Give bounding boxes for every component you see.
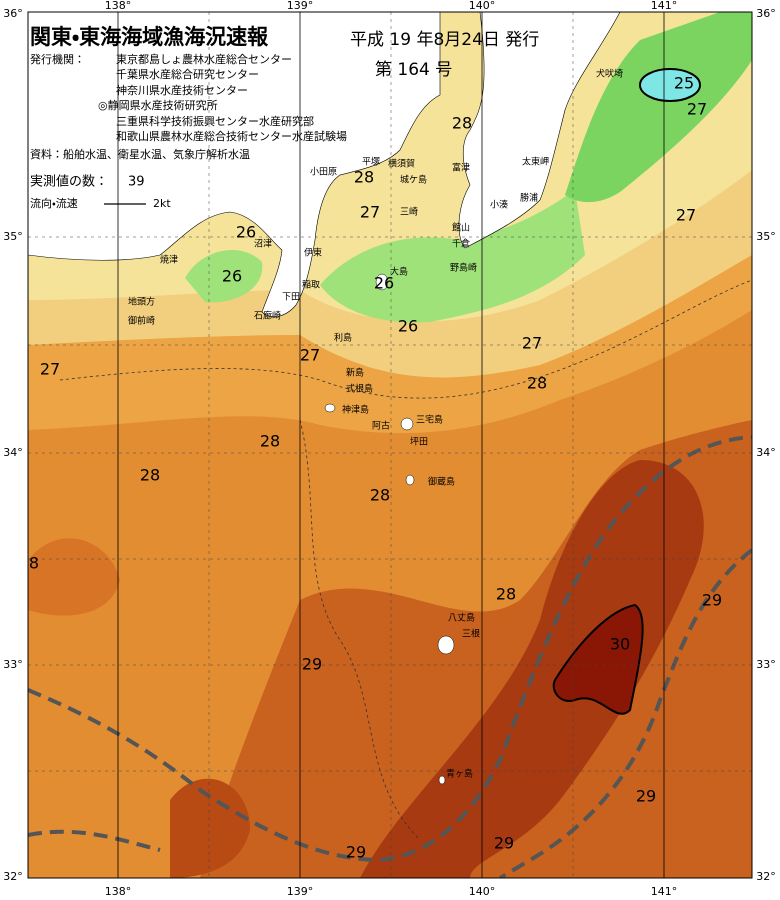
place-name: 伊東 — [304, 247, 322, 259]
temperature-label: 26 — [236, 223, 256, 242]
temperature-label: 27 — [360, 203, 380, 222]
temperature-label: 27 — [300, 346, 320, 365]
issuer: 千葉県水産総合研究センター — [116, 67, 259, 81]
sea-temperature — [28, 12, 752, 878]
lat-label: 32° — [756, 870, 776, 883]
place-name: 石廊崎 — [254, 310, 281, 322]
lon-label: 141° — [651, 0, 678, 12]
temperature-label: 28 — [496, 585, 516, 604]
issuer: 和歌山県農林水産総合技術センター水産試験場 — [116, 129, 347, 143]
place-name: 八丈島 — [448, 612, 475, 624]
place-name: 富津 — [452, 162, 470, 174]
place-name: 焼津 — [160, 255, 178, 266]
count-label: 実測値の数： — [30, 174, 108, 190]
place-name: 御前崎 — [128, 315, 155, 327]
issuer: ◎静岡県水産技術研究所 — [98, 98, 218, 112]
place-name: 沼津 — [254, 239, 272, 250]
place-name: 野島崎 — [450, 262, 477, 274]
lat-label: 36° — [3, 7, 23, 20]
temperature-label: 28 — [370, 486, 390, 505]
place-name: 大島 — [390, 266, 408, 278]
lat-label: 36° — [756, 7, 776, 20]
temperature-label: 27 — [676, 206, 696, 225]
place-name: 坪田 — [410, 437, 428, 448]
place-name: 小田原 — [310, 167, 337, 178]
place-name: 勝浦 — [520, 192, 538, 204]
source: 資料：船舶水温、衛星水温、気象庁解析水温 — [30, 147, 250, 161]
temperature-label: 27 — [522, 334, 542, 353]
place-name: 稲取 — [302, 279, 320, 291]
temperature-label: 28 — [260, 432, 280, 451]
place-name: 青ヶ島 — [446, 768, 473, 780]
place-name: 阿古 — [372, 420, 390, 432]
lat-label: 33° — [756, 658, 776, 671]
place-name: 三根 — [462, 628, 480, 640]
lon-label: 138° — [105, 0, 132, 12]
temperature-label: 8 — [29, 554, 39, 573]
place-name: 三崎 — [400, 206, 418, 218]
temperature-label: 26 — [222, 267, 242, 286]
lon-label: 141° — [651, 885, 678, 898]
date: 平成 19 年8月24日 発行 — [350, 30, 539, 50]
issuer: 神奈川県水産技術センター — [116, 83, 248, 97]
place-name: 式根島 — [346, 383, 373, 395]
lat-label: 32° — [3, 870, 23, 883]
lat-label: 34° — [756, 446, 776, 459]
temperature-label: 26 — [374, 274, 394, 293]
lat-label: 35° — [3, 230, 23, 243]
place-name: 三宅島 — [416, 414, 443, 426]
lon-label: 140° — [469, 0, 496, 12]
title: 関東・東海海域漁海況速報 — [30, 25, 269, 49]
temperature-label: 29 — [494, 834, 514, 853]
lat-label: 33° — [3, 658, 23, 671]
place-name: 平塚 — [362, 157, 380, 168]
temperature-label: 26 — [398, 317, 418, 336]
flow-label: 流向・流速 — [30, 196, 78, 210]
place-name: 横須賀 — [388, 158, 415, 170]
issuer: 東京都島しょ農林水産総合センター — [116, 52, 292, 66]
temperature-label: 29 — [636, 787, 656, 806]
temperature-label: 28 — [140, 466, 160, 485]
temperature-label: 27 — [40, 360, 60, 379]
lon-label: 140° — [469, 885, 496, 898]
count: 39 — [128, 175, 145, 190]
lat-label: 34° — [3, 446, 23, 459]
temperature-label: 28 — [354, 168, 374, 187]
place-name: 千倉 — [452, 239, 470, 250]
temperature-label: 28 — [527, 374, 547, 393]
place-name: 太東岬 — [522, 156, 549, 168]
temperature-label: 29 — [346, 843, 366, 862]
temperature-label: 28 — [452, 114, 472, 133]
issue: 第 164 号 — [375, 60, 452, 80]
issuer-label: 発行機関： — [30, 52, 85, 66]
temperature-label: 29 — [702, 591, 722, 610]
place-name: 下田 — [282, 292, 300, 303]
issuer: 三重県科学技術振興センター水産研究部 — [116, 114, 314, 128]
temperature-label: 25 — [674, 74, 694, 93]
place-name: 小湊 — [490, 199, 508, 211]
temperature-label: 27 — [687, 100, 707, 119]
lat-label: 35° — [756, 230, 776, 243]
place-name: 新島 — [346, 367, 364, 379]
place-name: 館山 — [452, 222, 470, 234]
place-name: 御蔵島 — [428, 476, 455, 488]
lon-label: 139° — [287, 0, 314, 12]
lon-label: 138° — [105, 885, 132, 898]
place-name: 地頭方 — [128, 296, 155, 308]
temperature-label: 29 — [302, 655, 322, 674]
place-name: 犬吠埼 — [596, 68, 623, 80]
lon-label: 139° — [287, 885, 314, 898]
place-name: 神津島 — [342, 404, 369, 416]
place-name: 利島 — [334, 332, 352, 344]
temperature-label: 30 — [610, 635, 630, 654]
place-name: 城ケ島 — [400, 174, 427, 186]
flow-speed: 2kt — [153, 197, 171, 210]
